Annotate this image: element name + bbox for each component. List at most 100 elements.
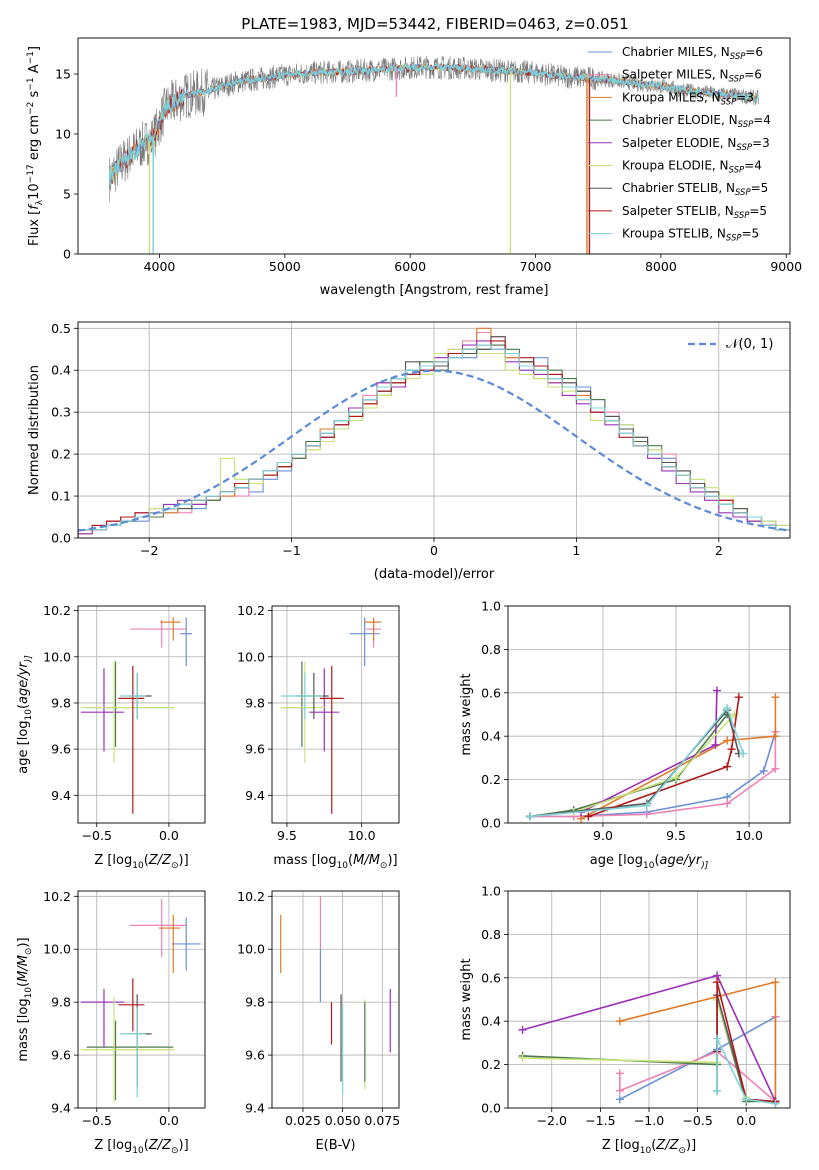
errorbar-point-salpeter_stelib	[319, 666, 344, 814]
x-tick-label: 6000	[394, 259, 426, 274]
massweight_vs_age-x-label: age [log10(age/yr)]	[590, 853, 709, 871]
y-tick-label: 0.2	[51, 447, 71, 462]
massweight-series-chabrier_stelib	[525, 706, 743, 821]
y-tick-label: 9.4	[51, 1101, 71, 1116]
errorbar-point-kroupa_miles	[158, 914, 181, 974]
massweight_vs_age-plot-area	[508, 606, 790, 823]
y-tick-label: 0.0	[51, 531, 71, 546]
massweight-marker	[712, 686, 721, 695]
y-tick-label: 10.0	[43, 942, 71, 957]
errorbar-point-kroupa_elodie	[80, 661, 175, 763]
y-tick-label: 0.6	[481, 685, 501, 700]
y-tick-label: 0.1	[51, 489, 71, 504]
age_vs_Z-plot-area	[78, 606, 205, 823]
y-tick-label: 0.4	[51, 363, 71, 378]
y-tick-label: 10.2	[43, 603, 71, 618]
y-tick-label: 9.8	[51, 695, 71, 710]
y-tick-label: 9.8	[245, 695, 265, 710]
y-tick-label: 10	[55, 127, 71, 142]
y-tick-label: 5	[63, 187, 71, 202]
x-tick-label: 9.5	[277, 828, 297, 843]
residuals-x-label: (data-model)/error	[374, 567, 495, 582]
y-tick-label: 10.2	[43, 889, 71, 904]
y-tick-label: 9.8	[51, 995, 71, 1010]
residuals-panel: −2 −1 0 1 2 0.0 0.1 0.2 0.3 0.4 0.5 𝒩(0, 1) (data-mo…	[27, 321, 791, 582]
x-tick-label: 0.0	[159, 828, 179, 843]
errorbar-point-chabrier_miles	[180, 617, 193, 667]
errorbar-point-salpeter_elodie	[80, 668, 125, 752]
spectrum-plot-area	[108, 55, 759, 254]
x-tick-label: 0	[430, 543, 438, 558]
x-tick-label: 7000	[520, 259, 552, 274]
spectrum-model-line	[108, 61, 759, 186]
residuals-y-label: Normed distribution	[27, 365, 42, 495]
massweight-marker	[525, 812, 534, 821]
age_vs_mass-x-label: mass [log10(M/M⊙)]	[273, 853, 397, 871]
massweight-marker	[734, 693, 743, 702]
errorbar-point-salpeter_elodie	[80, 988, 125, 1048]
residuals-plot-area	[78, 322, 790, 538]
massweight-series-salpeter_miles	[525, 727, 780, 821]
massweight-marker	[739, 749, 748, 758]
massweight-marker	[615, 1095, 624, 1104]
x-tick-label: −0.5	[82, 828, 112, 843]
massweight-marker	[584, 812, 593, 821]
y-tick-label: 0.8	[481, 642, 501, 657]
x-tick-label: 10.0	[735, 828, 763, 843]
massweight_vs_Z-x-label: Z [log10(Z/Z⊙)]	[602, 1138, 696, 1156]
legend-entry: 𝒩(0, 1)	[726, 337, 773, 352]
errorbar-point-chabrier_miles	[171, 917, 201, 971]
x-tick-label: 0.0	[736, 1113, 756, 1128]
errorbar-point-chabrier_elodie	[86, 661, 174, 747]
massweight-marker	[672, 773, 681, 782]
y-tick-label: 9.6	[245, 742, 265, 757]
massweight-marker	[723, 736, 732, 745]
legend-entry: Kroupa MILES, NSSP=3	[622, 90, 754, 107]
massweight_vs_Z-y-label: mass weight	[459, 958, 474, 1040]
x-tick-label: −2.0	[537, 1113, 567, 1128]
legend-entry: Chabrier ELODIE, NSSP=4	[622, 113, 771, 130]
y-tick-label: 0.2	[481, 1057, 501, 1072]
errorbar-point-kroupa_stelib	[119, 1007, 146, 1098]
age_vs_Z-x-label: Z [log10(Z/Z⊙)]	[94, 853, 188, 871]
figure-title: PLATE=1983, MJD=53442, FIBERID=0463, z=0…	[241, 15, 628, 33]
y-tick-label: 1.0	[481, 599, 501, 614]
y-tick-label: 0.2	[481, 772, 501, 787]
mass_vs_Z-frame	[77, 890, 206, 1109]
y-tick-label: 10.0	[43, 649, 71, 664]
x-tick-label: 10.0	[348, 828, 376, 843]
age_vs_Z-y-label: age [log10(age/yr)]	[16, 655, 34, 774]
y-tick-label: 0.0	[481, 816, 501, 831]
y-tick-label: 9.6	[51, 1048, 71, 1063]
y-tick-label: 0.6	[481, 970, 501, 985]
x-tick-label: 0.025	[285, 1113, 321, 1128]
mass_vs_ebv-frame	[271, 890, 400, 1109]
massweight-marker	[727, 745, 736, 754]
errorbar-point-kroupa_miles	[364, 617, 382, 641]
massweight-marker	[771, 764, 780, 773]
massweight-marker	[713, 978, 722, 987]
x-tick-label: 9.0	[593, 828, 613, 843]
massweight_vs_Z-plot-area	[508, 891, 790, 1108]
x-tick-label: 0.0	[159, 1113, 179, 1128]
errorbar-point-salpeter_miles	[129, 619, 187, 648]
mass_vs_ebv-panel: 0.025 0.050 0.075 9.4 9.6 9.8 10.0 10.2 E(B-V)	[237, 889, 400, 1153]
massweight-series-kroupa_stelib	[713, 1034, 780, 1108]
massweight_vs_age-panel: 9.0 9.5 10.0 0.0 0.2 0.4 0.6 0.8 1.0 age [log10(a…	[459, 599, 791, 871]
massweight-marker	[711, 740, 720, 749]
y-tick-label: 9.6	[51, 742, 71, 757]
massweight-marker	[713, 1086, 722, 1095]
y-tick-label: 0.4	[481, 729, 501, 744]
age_vs_Z-frame	[77, 605, 206, 824]
massweight-marker	[642, 801, 651, 810]
x-tick-label: −0.5	[82, 1113, 112, 1128]
massweight-marker	[723, 703, 732, 712]
y-tick-label: 1.0	[481, 884, 501, 899]
residuals-frame	[77, 321, 791, 539]
massweight_vs_Z-panel: −2.0 −1.5 −1.0 −0.5 0.0 0.0 0.2 0.4 0.6 0.8 1.0 Z […	[459, 884, 791, 1156]
mass_vs_Z-plot-area	[78, 891, 205, 1108]
massweight-marker	[518, 1054, 527, 1063]
y-tick-label: 9.4	[245, 788, 265, 803]
